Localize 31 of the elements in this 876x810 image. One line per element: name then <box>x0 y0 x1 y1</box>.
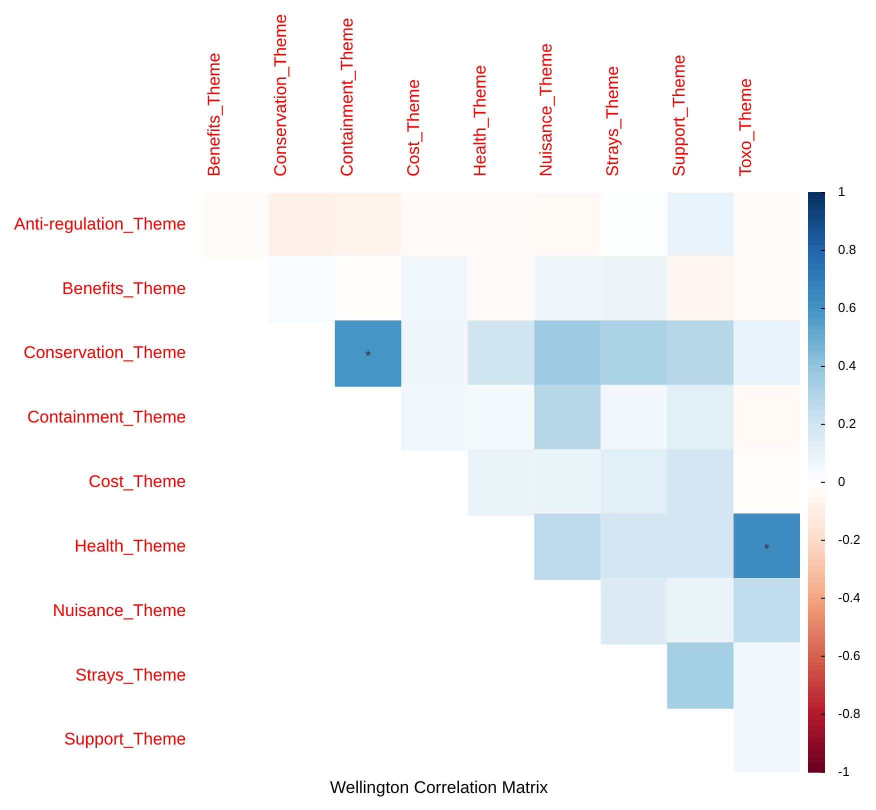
color-bar-label: 0 <box>838 474 846 489</box>
x-tick-label: Support_Theme <box>670 54 689 177</box>
color-bar-label: -1 <box>838 764 850 779</box>
y-tick-label: Conservation_Theme <box>23 343 186 362</box>
color-bar-label: 0.8 <box>838 242 856 258</box>
y-tick-label: Anti-regulation_Theme <box>14 214 186 234</box>
color-bar-label: -0.8 <box>838 706 860 721</box>
y-tick-label: Cost_Theme <box>88 472 186 492</box>
x-tick-label: Toxo_Theme <box>736 78 756 177</box>
y-tick-label: Health_Theme <box>74 536 186 556</box>
color-bar-label: 0.2 <box>838 416 856 431</box>
y-tick-label: Containment_Theme <box>27 408 186 427</box>
y-tick-label: Nuisance_Theme <box>52 600 186 620</box>
y-tick-label: Benefits_Theme <box>62 278 186 298</box>
color-bar-label: 0.4 <box>838 358 856 374</box>
y-tick-label: Strays_Theme <box>75 665 186 684</box>
x-tick-label: Strays_Theme <box>603 66 622 177</box>
color-bar-label: -0.2 <box>838 532 860 547</box>
data-label: * <box>365 347 372 364</box>
x-tick-label: Health_Theme <box>470 65 490 177</box>
data-label: * <box>764 540 770 557</box>
color-bar-label: 1 <box>838 184 846 200</box>
text: Wellington Correlation Matrix <box>330 778 548 798</box>
x-tick-label: Containment_Theme <box>337 18 356 177</box>
color-bar-label: -0.6 <box>838 648 860 663</box>
color-bar-label: 0.6 <box>838 300 856 316</box>
x-tick-label: Conservation_Theme <box>270 14 290 177</box>
y-tick-label: Support_Theme <box>64 730 186 749</box>
x-tick-label: Nuisance_Theme <box>536 43 556 177</box>
color-bar-label: -0.4 <box>838 590 860 605</box>
x-tick-label: Cost_Theme <box>404 79 423 177</box>
